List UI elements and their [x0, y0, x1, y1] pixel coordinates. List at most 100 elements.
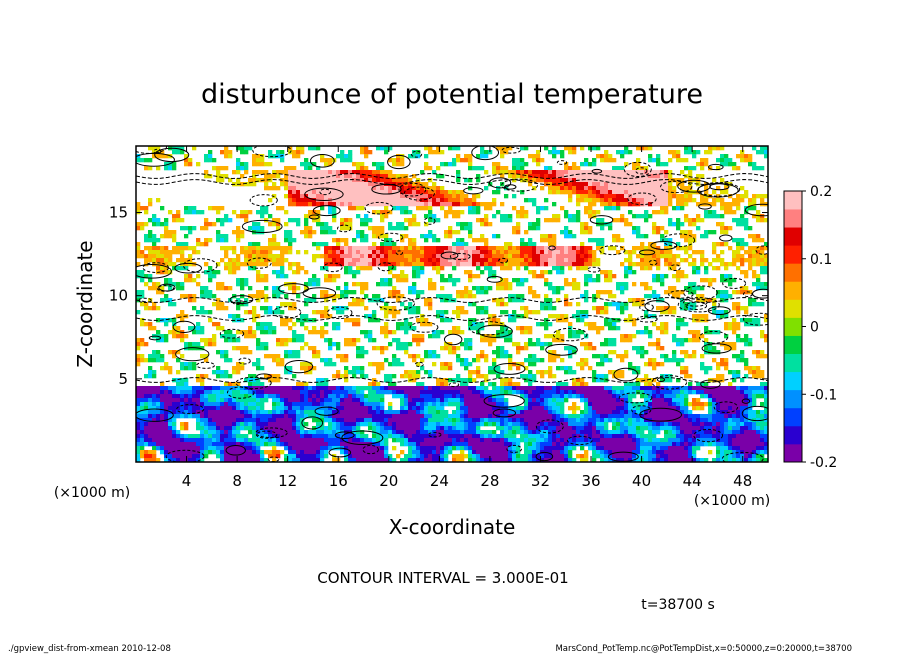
field-cell — [392, 246, 397, 251]
field-cell — [144, 274, 149, 279]
field-cell — [420, 290, 425, 295]
field-cell — [752, 238, 757, 243]
field-cell — [444, 214, 449, 219]
field-cell — [516, 254, 521, 259]
field-cell — [636, 170, 641, 175]
field-cell — [260, 226, 265, 231]
field-cell — [728, 382, 733, 387]
field-cell — [496, 146, 501, 151]
field-cell — [236, 390, 241, 395]
field-cell — [500, 246, 505, 251]
field-cell — [580, 182, 585, 187]
field-cell — [508, 334, 513, 339]
field-cell — [500, 354, 505, 359]
field-cell — [156, 246, 161, 251]
field-cell — [208, 342, 213, 347]
field-cell — [632, 166, 637, 171]
field-cell — [664, 398, 669, 403]
field-cell — [412, 202, 417, 207]
field-cell — [532, 246, 537, 251]
field-cell — [320, 390, 325, 395]
field-cell — [716, 310, 721, 315]
field-cell — [388, 222, 393, 227]
field-cell — [664, 290, 669, 295]
field-cell — [344, 174, 349, 179]
field-cell — [524, 146, 529, 151]
field-cell — [432, 398, 437, 403]
field-cell — [336, 194, 341, 199]
field-cell — [196, 398, 201, 403]
field-cell — [260, 274, 265, 279]
field-cell — [320, 334, 325, 339]
field-cell — [180, 338, 185, 343]
field-cell — [376, 346, 381, 351]
field-cell — [292, 194, 297, 199]
field-cell — [472, 258, 477, 263]
field-cell — [760, 382, 765, 387]
field-cell — [476, 402, 481, 407]
field-cell — [296, 382, 301, 387]
field-cell — [372, 310, 377, 315]
field-cell — [740, 390, 745, 395]
field-cell — [512, 158, 517, 163]
field-cell — [180, 250, 185, 255]
field-cell — [720, 374, 725, 379]
field-cell — [748, 394, 753, 399]
field-cell — [324, 258, 329, 263]
field-cell — [468, 270, 473, 275]
field-cell — [732, 238, 737, 243]
field-cell — [284, 338, 289, 343]
field-cell — [388, 238, 393, 243]
field-cell — [340, 258, 345, 263]
field-cell — [588, 258, 593, 263]
field-cell — [656, 250, 661, 255]
field-cell — [400, 210, 405, 215]
field-cell — [284, 246, 289, 251]
field-cell — [348, 338, 353, 343]
field-cell — [524, 242, 529, 247]
field-cell — [364, 218, 369, 223]
field-cell — [272, 326, 277, 331]
field-cell — [604, 402, 609, 407]
field-cell — [512, 294, 517, 299]
field-cell — [584, 402, 589, 407]
field-cell — [588, 274, 593, 279]
field-cell — [284, 166, 289, 171]
field-cell — [564, 210, 569, 215]
field-cell — [468, 178, 473, 183]
field-cell — [424, 246, 429, 251]
field-cell — [372, 254, 377, 259]
field-cell — [536, 294, 541, 299]
field-cell — [436, 166, 441, 171]
field-cell — [724, 358, 729, 363]
field-cell — [324, 230, 329, 235]
field-cell — [208, 150, 213, 155]
field-cell — [628, 150, 633, 155]
field-cell — [364, 214, 369, 219]
field-cell — [288, 166, 293, 171]
field-cell — [304, 170, 309, 175]
field-cell — [312, 326, 317, 331]
field-cell — [232, 250, 237, 255]
field-cell — [636, 378, 641, 383]
field-cell — [692, 318, 697, 323]
field-cell — [236, 386, 241, 391]
field-cell — [320, 226, 325, 231]
field-cell — [156, 266, 161, 271]
field-cell — [248, 390, 253, 395]
field-cell — [592, 322, 597, 327]
field-cell — [228, 374, 233, 379]
field-cell — [264, 178, 269, 183]
field-cell — [584, 282, 589, 287]
field-cell — [280, 302, 285, 307]
field-cell — [524, 398, 529, 403]
field-cell — [532, 290, 537, 295]
field-cell — [340, 222, 345, 227]
field-cell — [592, 202, 597, 207]
field-cell — [412, 358, 417, 363]
field-cell — [452, 282, 457, 287]
field-cell — [168, 386, 173, 391]
field-cell — [364, 170, 369, 175]
field-cell — [484, 378, 489, 383]
field-cell — [328, 314, 333, 319]
